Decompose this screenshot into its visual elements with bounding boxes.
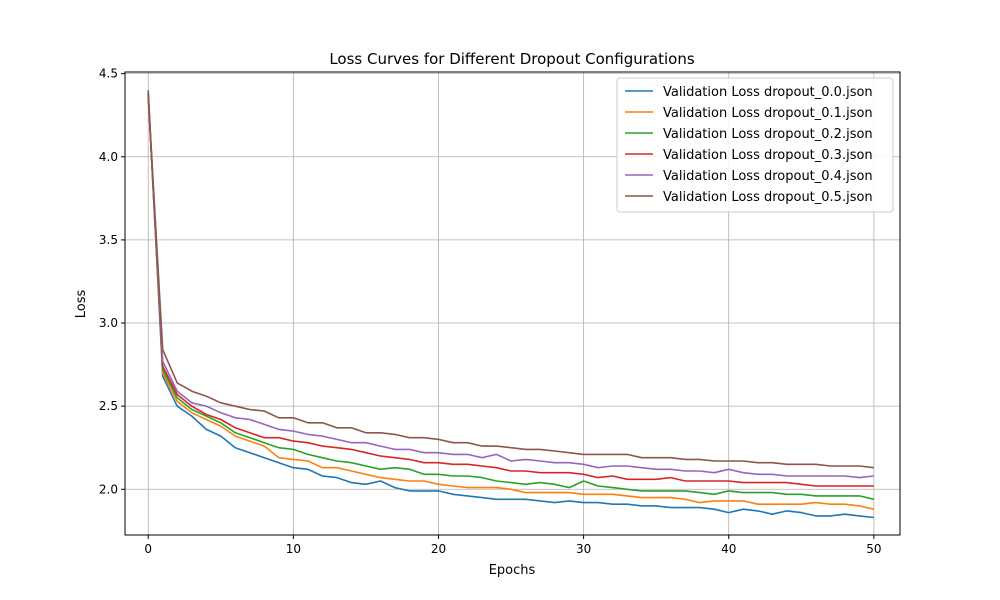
legend-label-0: Validation Loss dropout_0.0.json <box>663 85 873 100</box>
legend-label-4: Validation Loss dropout_0.4.json <box>663 169 873 184</box>
x-tick-label: 0 <box>144 542 152 556</box>
legend-label-5: Validation Loss dropout_0.5.json <box>663 190 873 205</box>
legend-box <box>616 77 894 213</box>
series-lines <box>147 90 875 519</box>
y-tick-label: 3.5 <box>99 233 118 247</box>
x-axis-label: Epochs <box>489 563 536 578</box>
x-tick-label: 40 <box>721 542 736 556</box>
x-tick-label: 10 <box>286 542 301 556</box>
legend-label-1: Validation Loss dropout_0.1.json <box>663 106 873 121</box>
y-tick-label: 3.0 <box>99 316 118 330</box>
chart-title: Loss Curves for Different Dropout Config… <box>329 50 695 68</box>
y-tick-label: 4.5 <box>99 67 118 81</box>
series-line-5 <box>147 95 874 469</box>
series-line-0 <box>147 90 874 519</box>
series-line-2 <box>147 95 875 501</box>
x-tick-label: 30 <box>576 542 591 556</box>
x-tick-label: 20 <box>431 542 446 556</box>
plot-frame <box>124 71 901 536</box>
y-axis-ticks: 2.0 2.5 3.0 3.5 4.0 4.5 <box>99 67 125 496</box>
series-line-4 <box>147 95 874 479</box>
x-tick-label: 50 <box>866 542 881 556</box>
legend: Validation Loss dropout_0.0.json Validati… <box>616 77 894 213</box>
y-tick-label: 2.0 <box>99 482 118 496</box>
y-tick-label: 4.0 <box>99 150 118 164</box>
x-axis-ticks: 0 10 20 30 40 50 <box>144 535 882 556</box>
y-axis-label: Loss <box>74 290 89 319</box>
series-line-3 <box>147 93 874 487</box>
legend-label-3: Validation Loss dropout_0.3.json <box>663 148 873 163</box>
y-tick-label: 2.5 <box>99 399 118 413</box>
series-line-1 <box>147 93 875 510</box>
legend-label-2: Validation Loss dropout_0.2.json <box>663 127 873 142</box>
